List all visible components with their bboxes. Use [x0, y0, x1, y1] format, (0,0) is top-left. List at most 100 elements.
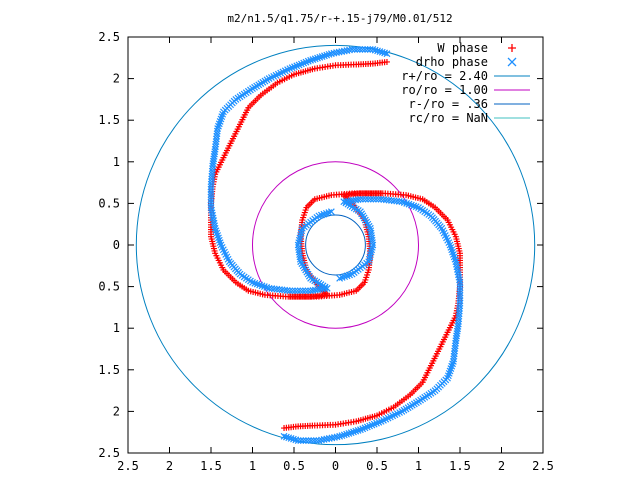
drho-phase-point [207, 204, 215, 211]
radius-circles [135, 44, 536, 446]
drho-phase-point [364, 195, 372, 203]
drho-phase-point [356, 46, 364, 53]
drho-phase-point [335, 48, 343, 56]
legend-label: r-/ro = .36 [409, 97, 488, 111]
drho-phase-point [454, 268, 462, 276]
drho-phase-point [287, 435, 295, 442]
drho-phase-point [340, 47, 348, 55]
drho-phase-point [456, 294, 464, 302]
drho-phase-point [361, 46, 369, 53]
drho-phase-point [211, 222, 219, 230]
drho-phase-point [456, 279, 464, 286]
drho-phase-point [338, 432, 346, 440]
legend-label: rc/ro = NaN [409, 111, 488, 125]
drho-phase-point [299, 437, 307, 444]
drho-phase-point [452, 260, 460, 268]
drho-phase-point [209, 211, 216, 219]
legend-label: W phase [437, 41, 488, 55]
drho-phase-point [345, 429, 353, 437]
drho-phase-point [381, 49, 389, 57]
y-tick-label: 2 [113, 72, 120, 86]
drho-phase-point [378, 48, 386, 56]
drho-phase-point [289, 287, 296, 295]
drho-phase-point [323, 435, 331, 443]
y-tick-label: 2 [113, 404, 120, 418]
drho-phase-point [325, 50, 333, 58]
drho-phase-point [285, 434, 293, 442]
w-phase-point [281, 425, 288, 432]
drho-phase-point [456, 281, 464, 289]
drho-phase-point [330, 49, 338, 57]
drho-phase-point [321, 52, 328, 60]
drho-phase-point [351, 46, 359, 53]
drho-phase-point [318, 53, 326, 61]
drho-phase-point [453, 266, 461, 273]
drho-phase-point [325, 435, 333, 442]
drho-phase-point [315, 437, 323, 444]
y-tick-label: 0 [113, 238, 120, 252]
drho-phase-point [292, 436, 300, 444]
drho-phase-point [343, 430, 350, 438]
circle-ro [252, 161, 419, 329]
y-axis: 2.5 2 1.5 1 0.5 0 0.5 1 1.5 2 2.5 [98, 30, 543, 460]
legend-label: r+/ro = 2.40 [401, 69, 488, 83]
drho-phase-point [307, 287, 315, 295]
drho-phase-point [299, 287, 307, 295]
y-tick-label: 1 [113, 321, 120, 335]
drho-phase-point [352, 427, 360, 435]
drho-phase-point [311, 55, 319, 63]
drho-phase-point [307, 56, 315, 64]
drho-phase-point [395, 197, 403, 205]
drho-phase-point [374, 47, 381, 55]
drho-phase-point [296, 287, 304, 295]
drho-phase-point [369, 46, 377, 53]
drho-phase-point [209, 214, 217, 222]
drho-phase-point [369, 195, 377, 203]
drho-phase-point [309, 56, 317, 63]
drho-phase-point [453, 263, 461, 271]
y-tick-label: 1.5 [98, 113, 120, 127]
drho-phase-point [207, 201, 215, 209]
y-tick-label: 0.5 [98, 196, 120, 210]
drho-phase-point [456, 297, 464, 305]
phase-series [207, 46, 464, 444]
drho-phase-point [367, 227, 375, 235]
x-tick-label: 1 [249, 459, 256, 473]
drho-phase-point [456, 286, 464, 294]
drho-phase-point [312, 437, 320, 444]
drho-phase-point [211, 224, 219, 232]
x-tick-label: 0.5 [283, 459, 305, 473]
drho-phase-point [336, 432, 344, 440]
drho-phase-point [314, 54, 321, 62]
drho-phase-point [450, 355, 458, 363]
circle-r+ [135, 44, 536, 446]
y-tick-label: 0.5 [98, 280, 120, 294]
x-tick-label: 0 [332, 459, 339, 473]
drho-phase-point [356, 195, 364, 203]
drho-phase-point [371, 46, 379, 54]
drho-phase-point [207, 191, 215, 198]
x-tick-label: 1.5 [200, 459, 222, 473]
drho-phase-point [376, 48, 384, 55]
drho-phase-point [207, 193, 215, 201]
drho-phase-point [291, 287, 299, 295]
drho-phase-point [383, 50, 391, 58]
series-drho-phase [207, 46, 464, 444]
drho-phase-point [356, 426, 364, 434]
drho-phase-point [323, 51, 331, 59]
drho-phase-point [343, 47, 351, 54]
drho-phase-point [296, 255, 304, 263]
drho-phase-point [282, 433, 290, 441]
drho-phase-point [375, 195, 382, 203]
drho-phase-point [359, 195, 367, 203]
drho-phase-point [359, 46, 366, 53]
drho-phase-point [304, 287, 312, 295]
drho-phase-point [301, 287, 309, 295]
legend-label: drho phase [416, 55, 488, 69]
x-tick-label: 2 [498, 459, 505, 473]
legend-label: ro/ro = 1.00 [401, 83, 488, 97]
x-tick-label: 0.5 [366, 459, 388, 473]
drho-phase-point [207, 185, 215, 193]
drho-phase-point [280, 432, 288, 440]
drho-phase-point [350, 428, 357, 436]
